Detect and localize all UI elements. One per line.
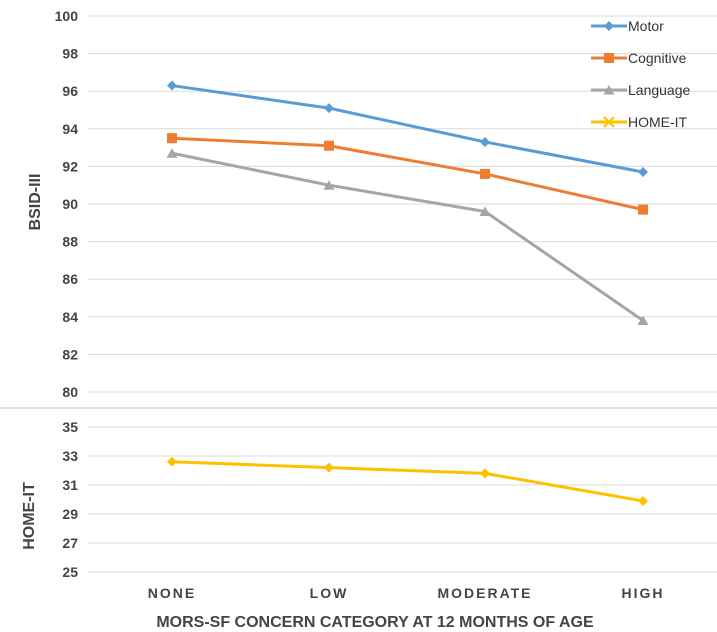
y-tick-label: 96 <box>62 83 78 99</box>
data-point-motor <box>324 103 334 114</box>
y-tick-label: 25 <box>62 564 78 580</box>
legend-item-cognitive: Cognitive <box>591 50 687 66</box>
legend-item-motor: Motor <box>591 18 664 34</box>
data-point-motor <box>480 136 490 147</box>
y-tick-label: 33 <box>62 448 78 464</box>
data-point-language <box>479 206 491 217</box>
y-axis-title-home: HOME-IT <box>21 482 38 550</box>
legend-label: Cognitive <box>628 50 687 66</box>
y-tick-label: 84 <box>62 309 78 325</box>
legend-item-home-it: HOME-IT <box>591 114 688 130</box>
y-tick-label: 80 <box>62 384 78 400</box>
series-lines <box>166 80 649 506</box>
legend-marker-language <box>603 85 615 95</box>
data-point-cognitive <box>480 168 490 179</box>
y-tick-label: 27 <box>62 535 78 551</box>
y-tick-label: 90 <box>62 196 78 212</box>
series-line-cognitive <box>171 136 644 212</box>
series-line-home-it <box>171 460 644 503</box>
legend-marker-home-it <box>603 116 615 128</box>
data-point-language <box>323 180 335 190</box>
legend-label: Motor <box>628 18 664 34</box>
y-tick-label: 94 <box>62 121 78 137</box>
data-point-home-it <box>167 456 177 467</box>
y-axis-title-bsid: BSID-III <box>27 174 44 231</box>
y-tick-label: 92 <box>62 158 78 174</box>
y-tick-label: 100 <box>55 8 79 24</box>
data-point-home-it <box>480 468 490 479</box>
data-point-motor <box>167 80 177 91</box>
x-tick-label: HIGH <box>622 585 665 601</box>
legend: Motor Cognitive Language HOME-IT <box>591 18 691 130</box>
x-tick-label: MODERATE <box>437 585 532 601</box>
data-point-motor <box>638 167 648 178</box>
series-line-motor <box>171 84 644 174</box>
y-tick-label: 31 <box>62 477 78 493</box>
y-tick-label: 98 <box>62 46 78 62</box>
y-tick-label: 35 <box>62 419 78 435</box>
data-point-cognitive <box>638 204 648 215</box>
series-line-language <box>171 151 644 322</box>
data-point-cognitive <box>167 133 177 144</box>
y-tick-label: 29 <box>62 506 78 522</box>
data-point-language <box>637 315 649 326</box>
legend-item-language: Language <box>591 82 691 98</box>
data-point-language <box>166 148 178 158</box>
legend-marker-motor <box>604 21 614 31</box>
legend-label: HOME-IT <box>628 114 688 130</box>
x-tick-labels: NONE LOW MODERATE HIGH <box>148 585 665 601</box>
x-tick-label: LOW <box>310 585 349 601</box>
x-axis-title: MORS-SF CONCERN CATEGORY AT 12 MONTHS OF… <box>156 614 594 631</box>
y-tick-labels: 80 82 84 86 88 90 92 94 96 98 100 25 27 29 31 33 35 <box>55 8 79 580</box>
data-point-home-it <box>638 495 648 506</box>
y-tick-label: 86 <box>62 271 78 287</box>
x-tick-label: NONE <box>148 585 196 601</box>
y-tick-label: 82 <box>62 346 78 362</box>
data-point-cognitive <box>324 140 334 151</box>
grid-lines <box>88 15 717 573</box>
legend-marker-cognitive <box>604 53 614 63</box>
y-tick-label: 88 <box>62 234 78 250</box>
data-point-home-it <box>324 462 334 473</box>
legend-label: Language <box>628 82 691 98</box>
